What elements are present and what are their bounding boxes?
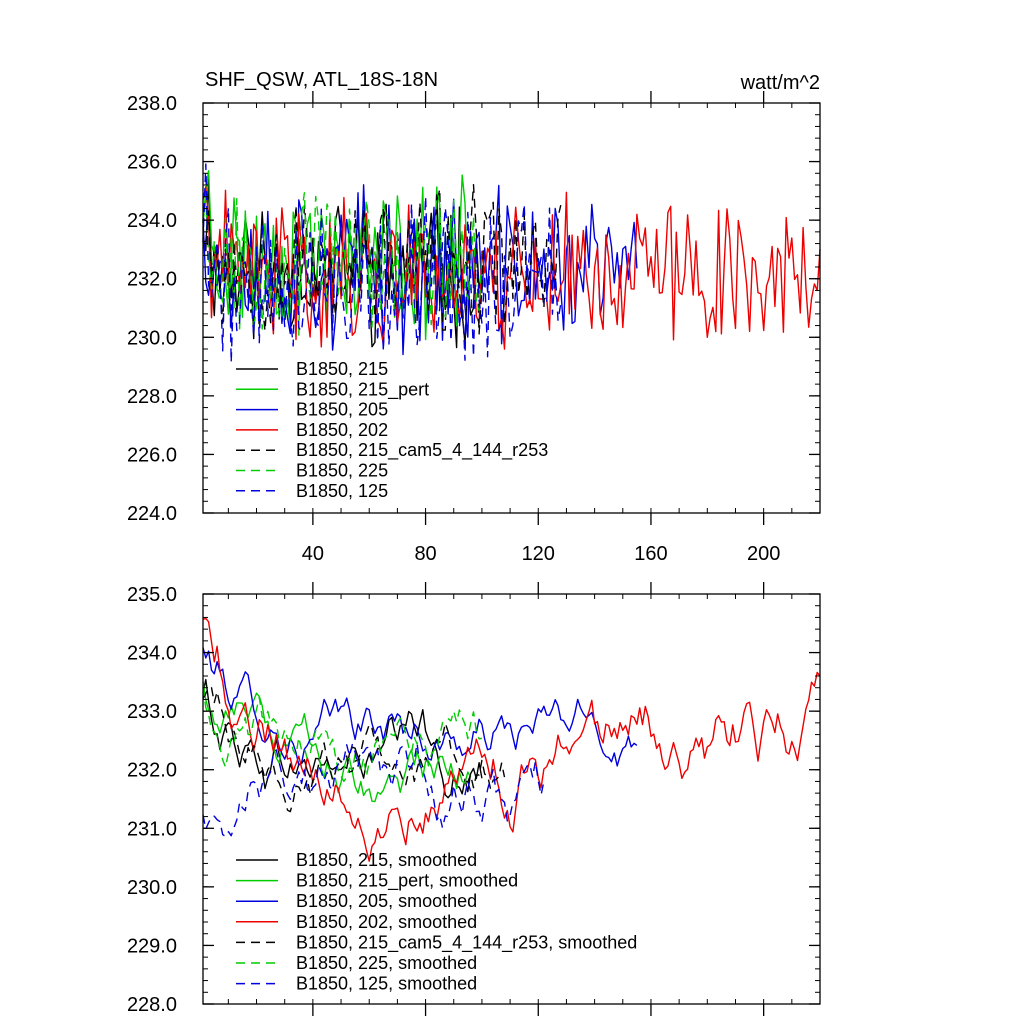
legend-label: B1850, 215_pert, smoothed <box>296 871 518 892</box>
legend-entry: B1850, 225 <box>236 461 388 481</box>
legend-entry: B1850, 125 <box>236 481 388 501</box>
top-panel: SHF_QSW, ATL_18S-18N watt/m^2 B1850, 215… <box>127 69 821 565</box>
y-tick-label: 230.0 <box>127 877 177 899</box>
legend-label: B1850, 215 <box>296 359 388 379</box>
plot-frame <box>202 593 821 1005</box>
y-tick-label: 234.0 <box>127 643 177 665</box>
series-line-4 <box>202 686 506 813</box>
legend-label: B1850, 205 <box>296 400 388 420</box>
legend-entry: B1850, 215 <box>236 359 388 379</box>
axes: 224.0 226.0 228.0 230.0 232.0 234.0 236.0 238.0… <box>127 91 821 565</box>
series-line-6 <box>202 163 562 364</box>
y-tick-label: 228.0 <box>127 994 177 1016</box>
legend-label: B1850, 202, smoothed <box>296 912 477 932</box>
series-line-2 <box>202 647 638 767</box>
series-line-5 <box>202 186 483 336</box>
series-line-4 <box>202 183 562 335</box>
legend-label: B1850, 215_pert <box>296 379 429 400</box>
legend-entry: B1850, 202, smoothed <box>236 912 477 932</box>
x-tick-label: 120 <box>522 543 555 565</box>
legend-entry: B1850, 125, smoothed <box>236 974 477 994</box>
y-tick-label: 232.0 <box>127 760 177 782</box>
axes: 228.0 229.0 230.0 231.0 232.0 233.0 234.0 235.0 <box>127 582 821 1016</box>
y-tick-label: 226.0 <box>127 444 177 466</box>
legend-label: B1850, 225, smoothed <box>296 953 477 973</box>
series-line-3 <box>202 617 821 862</box>
y-tick-label: 234.0 <box>127 210 177 232</box>
legend-entry: B1850, 205, smoothed <box>236 891 477 911</box>
legend-entry: B1850, 215, smoothed <box>236 850 477 870</box>
legend-label: B1850, 215_cam5_4_144_r253 <box>296 440 548 461</box>
y-tick-label: 232.0 <box>127 269 177 291</box>
x-tick-label: 160 <box>634 543 667 565</box>
legend-label: B1850, 215_cam5_4_144_r253, smoothed <box>296 932 637 953</box>
legend-entry: B1850, 225, smoothed <box>236 953 477 973</box>
legend-entry: B1850, 215_cam5_4_144_r253, smoothed <box>236 932 637 953</box>
y-tick-label: 231.0 <box>127 818 177 840</box>
legend-label: B1850, 125 <box>296 481 388 501</box>
y-tick-label: 224.0 <box>127 503 177 525</box>
legend-entry: B1850, 215_cam5_4_144_r253 <box>236 440 548 461</box>
y-tick-label: 228.0 <box>127 386 177 408</box>
legend-entry: B1850, 202 <box>236 420 388 440</box>
legend-label: B1850, 202 <box>296 420 388 440</box>
y-tick-label: 235.0 <box>127 584 177 606</box>
x-tick-label: 80 <box>414 543 436 565</box>
legend-label: B1850, 215, smoothed <box>296 850 477 870</box>
series-layer <box>202 617 821 862</box>
y-tick-label: 233.0 <box>127 701 177 723</box>
y-tick-label: 236.0 <box>127 152 177 174</box>
x-tick-label: 200 <box>747 543 780 565</box>
series-line-5 <box>202 686 483 783</box>
series-line-1 <box>202 681 472 803</box>
series-line-0 <box>202 678 483 799</box>
legend-label: B1850, 225 <box>296 461 388 481</box>
y-tick-label: 230.0 <box>127 327 177 349</box>
legend-entry: B1850, 215_pert, smoothed <box>236 871 518 892</box>
legend-entry: B1850, 205 <box>236 400 388 420</box>
units-label: watt/m^2 <box>740 72 820 94</box>
legend-label: B1850, 205, smoothed <box>296 891 477 911</box>
series-line-6 <box>202 742 545 838</box>
y-tick-label: 238.0 <box>127 93 177 115</box>
legend-label: B1850, 125, smoothed <box>296 974 477 994</box>
plot-frame <box>202 102 821 514</box>
legend-entry: B1850, 215_pert <box>236 379 429 400</box>
x-tick-label: 40 <box>302 543 324 565</box>
y-tick-label: 229.0 <box>127 935 177 957</box>
chart-title: SHF_QSW, ATL_18S-18N <box>205 69 438 91</box>
series-layer <box>202 163 821 364</box>
